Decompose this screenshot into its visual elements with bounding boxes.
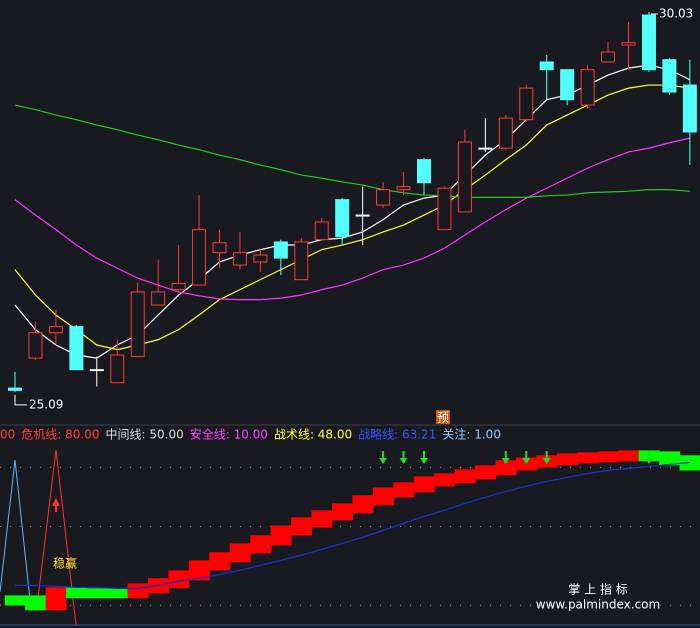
candle-body [335, 199, 350, 238]
spike-line [0, 459, 31, 601]
tactical-step [311, 510, 333, 528]
header-item: 00 [0, 428, 15, 442]
tactical-step [475, 465, 497, 480]
watermark-url: www.palmindex.com [536, 598, 660, 612]
tactical-step [25, 595, 47, 611]
moving-average [14, 137, 690, 301]
candle-body [601, 51, 616, 63]
header-item: 关注: 1.00 [442, 427, 501, 442]
tactical-step [577, 452, 599, 464]
candle-body [355, 214, 370, 217]
candle-body [314, 221, 329, 241]
tactical-step [107, 588, 128, 599]
candle-body [519, 87, 534, 121]
price-panel: 30.03 25.09 预 [8, 6, 697, 425]
signal-arrow [542, 451, 551, 464]
candle-body [69, 326, 84, 371]
tactical-step [556, 453, 578, 466]
tactical-step [393, 482, 415, 498]
tactical-step [270, 525, 292, 546]
up-arrow [52, 498, 60, 512]
candle-body [457, 141, 472, 213]
tactical-step [516, 457, 537, 471]
tactical-step [45, 587, 67, 611]
candle-body [253, 254, 268, 263]
tactical-step [659, 451, 681, 466]
tactical-step [331, 503, 353, 521]
tactical-step [86, 588, 108, 599]
candle-body [641, 14, 656, 71]
candle-body [437, 187, 452, 231]
tactical-step [127, 583, 149, 599]
header-item: 战术线: 48.00 [274, 428, 352, 442]
candle-body [539, 61, 554, 71]
tactical-step [495, 460, 517, 476]
indicator-panel: 00 危机线: 80.00 中间线: 50.00 安全线: 10.00 战术线: 48.… [0, 427, 700, 626]
tactical-step [372, 487, 394, 506]
candle-body [478, 147, 493, 150]
moving-average [14, 84, 690, 351]
tactical-step [4, 595, 26, 606]
header-item: 中间线: 50.00 [106, 427, 184, 442]
low-label: 25.09 [29, 397, 63, 411]
candle-body [130, 291, 145, 358]
signal-arrow [501, 451, 510, 464]
candle-body [28, 332, 43, 359]
moving-average [14, 104, 690, 198]
candle-body [89, 369, 104, 372]
header-item: 战略线: 63.21 [358, 427, 436, 442]
signal-arrow [420, 451, 428, 464]
low-pointer [14, 394, 27, 406]
candle-body [8, 387, 22, 391]
signal-arrow [644, 451, 653, 464]
tactical-step [66, 587, 88, 599]
candle-body [682, 84, 697, 133]
candle-body [212, 242, 227, 254]
tactical-step [352, 495, 374, 514]
moving-average [14, 64, 691, 359]
tactical-step [209, 552, 231, 571]
tactical-step [291, 517, 313, 536]
candle-body [498, 117, 513, 149]
candle-body [192, 229, 207, 286]
tactical-step [454, 469, 476, 484]
candle-body [376, 189, 391, 206]
candle-body [662, 59, 677, 93]
high-label: 30.03 [659, 6, 693, 20]
watermark-title: 掌 上 指 标 [568, 582, 627, 597]
tactical-step [413, 476, 435, 493]
candle-body [417, 159, 431, 184]
tactical-step [597, 451, 619, 463]
tactical-step [188, 560, 210, 581]
signal-arrow [379, 451, 388, 464]
signal-arrow [399, 451, 408, 464]
candle-body [48, 326, 63, 334]
candle-body [294, 241, 309, 281]
header-item: 危机线: 80.00 [21, 428, 99, 442]
strategic-line [15, 461, 690, 589]
candle-body [151, 291, 166, 306]
tactical-step [250, 535, 272, 554]
annotation: 稳赢 [53, 556, 77, 571]
candle-body [110, 354, 125, 384]
spike-line [37, 449, 77, 626]
candle-body [232, 252, 247, 266]
tactical-step [618, 450, 640, 462]
tactical-step [229, 543, 251, 563]
candle-body [273, 241, 288, 259]
candle-body [580, 69, 595, 106]
tactical-step [434, 473, 456, 487]
candle-body [396, 186, 411, 191]
candle-body [560, 69, 575, 101]
candle-body [171, 282, 186, 291]
candle-body [621, 42, 636, 46]
signal-arrow [522, 451, 531, 464]
badge-box [436, 410, 450, 424]
header-item: 安全线: 10.00 [190, 427, 268, 442]
badge: 预 [437, 411, 449, 425]
tactical-step [168, 570, 190, 589]
